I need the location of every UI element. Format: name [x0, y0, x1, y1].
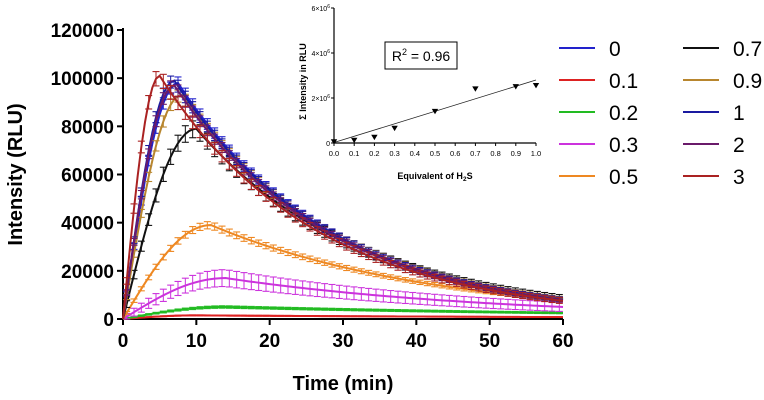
inset-x-tick-label: 0.7 — [470, 149, 480, 158]
inset-y-tick-label: 4×106 — [311, 49, 330, 58]
legend-label: 0 — [609, 38, 621, 61]
inset-background — [300, 0, 550, 192]
y-tick-label: 20000 — [61, 262, 114, 283]
x-tick-label: 30 — [332, 331, 353, 352]
legend-item-0: 0 — [559, 38, 621, 61]
inset-data-point — [512, 84, 519, 90]
inset-x-tick-label: 0.0 — [329, 149, 339, 158]
inset-x-tick-label: 0.2 — [369, 149, 379, 158]
series-3 — [122, 71, 564, 320]
legend-item-1: 1 — [683, 102, 745, 125]
inset-y-tick-label: 0 — [326, 141, 330, 148]
inset-data-point — [472, 86, 479, 92]
x-tick-label: 10 — [186, 331, 207, 352]
inset-x-tick-label: 0.5 — [430, 149, 440, 158]
legend-label: 0.7 — [733, 38, 762, 61]
series-0.3 — [122, 269, 564, 320]
series-line — [122, 314, 564, 320]
inset-data-point — [330, 139, 338, 145]
inset-x-tick-label: 0.9 — [511, 149, 521, 158]
series-line — [122, 74, 564, 320]
r-squared-box — [384, 41, 458, 70]
legend-label: 1 — [733, 102, 745, 125]
legend-item-0.5: 0.5 — [559, 166, 638, 189]
y-axis-title: Intensity (RLU) — [5, 103, 27, 245]
inset-x-tick-label: 0.1 — [349, 149, 359, 158]
legend-label: 0.1 — [609, 70, 638, 93]
y-tick-label: 120000 — [51, 21, 114, 42]
y-tick-label: 100000 — [51, 69, 114, 90]
legend-item-0.7: 0.7 — [683, 38, 762, 61]
legend-item-3: 3 — [683, 166, 745, 189]
inset-x-tick-label: 0.3 — [389, 149, 399, 158]
legend-label: 0.5 — [609, 166, 638, 189]
inset-x-tick-label: 0.6 — [450, 149, 460, 158]
inset-x-axis-title: Equivalent of H2S — [397, 171, 472, 183]
x-axis-title: Time (min) — [293, 373, 394, 395]
series-line — [122, 84, 564, 320]
x-tick-label: 40 — [406, 331, 427, 352]
legend-label: 0.9 — [733, 70, 762, 93]
x-tick-label: 20 — [259, 331, 280, 352]
series-line — [122, 277, 564, 320]
inset-x-tick-label: 1.0 — [531, 149, 541, 158]
main-plot: 0 20000 40000 60000 80000 100000 120000 0 10 20 30… — [5, 21, 574, 395]
series-line — [122, 224, 564, 320]
r-squared-label: R2 = 0.96 — [392, 47, 451, 64]
legend-item-0.2: 0.2 — [559, 102, 638, 125]
legend: 0 0.1 0.2 0.3 0.5 0.7 0.9 1 2 3 — [559, 38, 762, 189]
series-line — [122, 305, 564, 320]
legend-item-0.3: 0.3 — [559, 134, 638, 157]
inset-y-tick-label: 2×106 — [311, 94, 330, 103]
y-tick-label: 60000 — [61, 166, 114, 187]
legend-label: 3 — [733, 166, 745, 189]
inset-plot: 0 2×106 4×106 6×106 0.0 0.1 0.2 0.3 0.4 0.5 0.6 0.7… — [298, 0, 550, 192]
inset-data-point — [431, 108, 439, 115]
y-tick-label: 40000 — [61, 214, 114, 235]
legend-label: 2 — [733, 134, 745, 157]
legend-label: 0.3 — [609, 134, 638, 157]
inset-data-point — [532, 83, 540, 89]
legend-label: 0.2 — [609, 102, 638, 125]
inset-y-tick-label: 6×106 — [311, 4, 330, 13]
y-tick-label: 0 — [103, 310, 114, 331]
series-0.2 — [122, 305, 564, 320]
inset-data-point — [371, 134, 378, 141]
inset-x-tick-label: 0.4 — [410, 149, 420, 158]
inset-data-point — [351, 137, 358, 144]
inset-y-axis-title: Σ Intensity in RLU — [298, 43, 308, 119]
x-tick-label: 0 — [118, 331, 129, 352]
series-0.1 — [122, 314, 564, 320]
inset-x-tick-label: 0.8 — [490, 149, 500, 158]
legend-item-2: 2 — [683, 134, 745, 157]
inset-data-point — [391, 125, 398, 132]
legend-item-0.1: 0.1 — [559, 70, 638, 93]
x-tick-label: 60 — [552, 331, 573, 352]
legend-item-0.9: 0.9 — [683, 70, 762, 93]
y-tick-label: 80000 — [61, 117, 114, 138]
x-tick-label: 50 — [479, 331, 500, 352]
